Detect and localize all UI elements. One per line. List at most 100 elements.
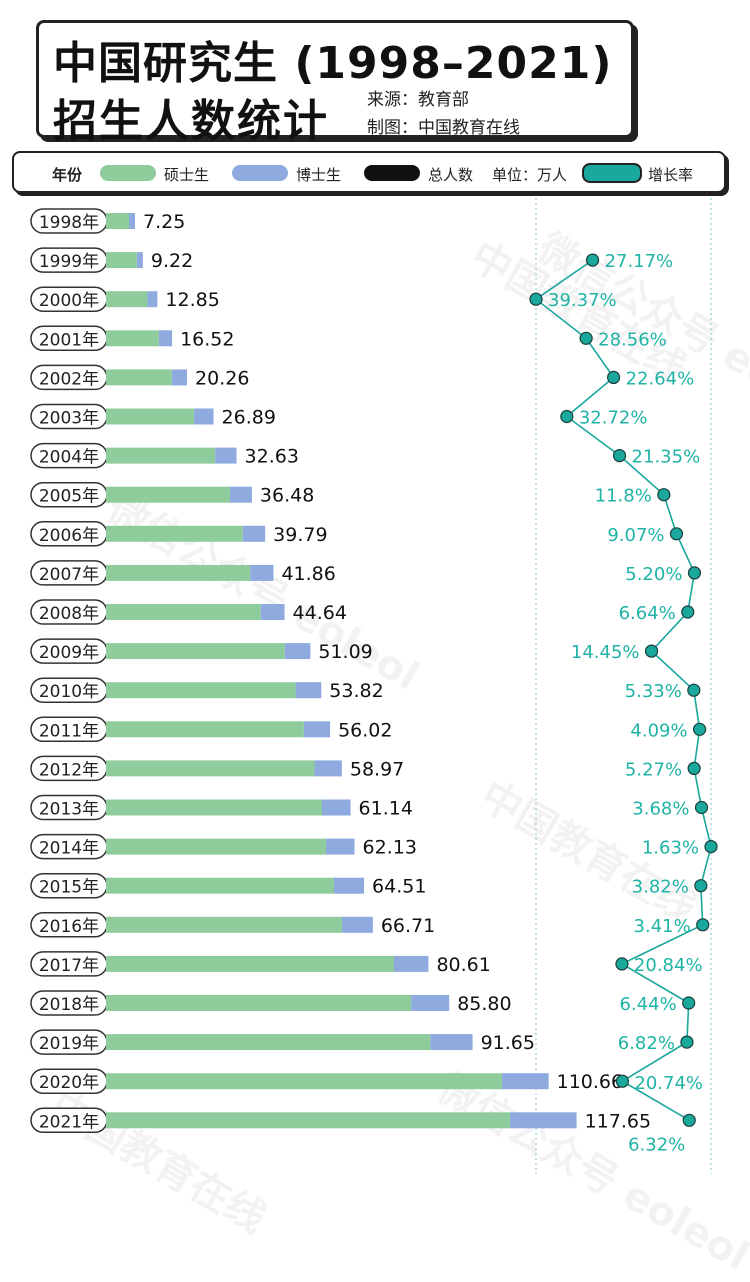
total-label: 117.65 [585,1110,651,1132]
year-label: 2001年 [39,330,99,350]
doctor-bar [158,330,173,347]
doctor-bar [342,916,373,933]
doctor-bar [260,604,285,620]
doctor-bar [510,1112,577,1129]
total-label: 56.02 [338,719,392,741]
master-bar [106,447,216,464]
growth-point [644,644,659,658]
master-bar [106,1034,431,1051]
year-label: 2020年 [39,1073,99,1093]
growth-point [615,1074,629,1088]
master-bar [106,486,230,503]
year-label: 2002年 [39,369,99,389]
legend-year-label: 年份 [52,166,83,184]
doctor-bar [284,643,311,660]
year-label: 2009年 [39,643,99,663]
year-label: 2016年 [39,917,99,937]
total-label: 39.79 [273,524,327,546]
maker-text: 制图：中国教育在线 [367,118,520,138]
growth-point [579,331,593,345]
doctor-bar [334,877,365,894]
total-label: 91.65 [481,1032,535,1054]
year-label: 2004年 [39,448,99,468]
total-label: 9.22 [151,250,193,272]
master-bar [106,604,261,620]
growth-point [657,488,671,502]
year-label: 2017年 [39,956,99,976]
total-label: 51.09 [318,641,372,663]
growth-point [680,1035,694,1049]
doctor-bar [242,525,266,542]
master-bar [106,291,148,308]
growth-label: 32.72% [579,408,648,429]
growth-point [560,409,574,424]
master-bar [106,877,334,894]
master-bar [106,955,394,972]
master-bar [106,330,159,347]
doctor-bar [147,291,158,308]
year-label: 2012年 [39,760,99,780]
master-bar [106,252,137,269]
doctor-bar [250,564,274,581]
growth-label: 6.44% [620,994,677,1015]
legend-growth-label: 增长率 [648,166,694,184]
master-bar [106,1073,502,1090]
total-label: 12.85 [165,289,219,311]
master-bar [106,1112,510,1129]
growth-label: 11.8% [595,486,652,507]
total-label: 16.52 [180,328,234,350]
growth-label: 5.27% [625,759,682,780]
year-label: 2021年 [39,1112,99,1132]
doctor-bar [303,721,331,738]
year-label: 2018年 [39,995,99,1015]
page-title: 中国研究生 (1998–2021) [53,38,613,89]
growth-label: 3.68% [632,799,689,820]
master-bar [106,838,326,855]
master-bar [106,525,243,542]
growth-label: 5.20% [625,564,682,585]
legend-total-swatch [364,165,420,181]
master-bar [106,721,304,738]
growth-label: 4.09% [630,720,687,741]
title-box: 中国研究生 (1998–2021) 招生人数统计 来源：教育部 制图：中国教育在… [36,20,634,147]
master-bar [106,995,412,1011]
year-label: 2019年 [39,1034,99,1054]
total-label: 26.89 [222,407,276,429]
growth-point [585,253,600,267]
source-text: 来源：教育部 [367,90,469,110]
growth-point [696,918,710,932]
total-label: 85.80 [457,993,511,1015]
year-label: 2011年 [39,721,99,741]
growth-label: 9.07% [607,525,664,546]
master-bar [106,213,129,229]
growth-point [687,761,701,776]
growth-chart: 1998年 7.25 1999年 9.22 2000年 12.85 2001年 16.52 20… [30,198,718,1174]
doctor-bar [129,213,135,229]
legend-doctor-label: 博士生 [296,166,342,184]
growth-label: 14.45% [571,642,640,663]
year-label: 2007年 [39,565,99,585]
growth-point [529,292,543,306]
growth-label: 20.84% [634,955,703,976]
growth-label: 3.41% [634,916,691,937]
master-bar [106,682,296,699]
growth-point [612,449,627,463]
doctor-bar [295,682,322,699]
page-subtitle: 招生人数统计 [53,96,329,147]
total-label: 7.25 [143,211,185,233]
growth-label: 20.74% [634,1073,703,1094]
doctor-bar [430,1034,473,1051]
total-label: 58.97 [350,758,404,780]
growth-label: 6.82% [618,1033,675,1054]
master-bar [106,799,322,816]
master-bar [106,916,342,933]
doctor-bar [326,838,355,855]
growth-point [682,1113,696,1127]
total-label: 66.71 [381,915,435,937]
legend-doctor-swatch [232,165,288,181]
growth-point [606,370,621,384]
total-label: 32.63 [245,446,299,468]
growth-label: 1.63% [642,838,699,859]
doctor-bar [171,369,188,386]
legend: 年份 硕士生 博士生 总人数 单位：万人 增长率 [12,151,726,193]
